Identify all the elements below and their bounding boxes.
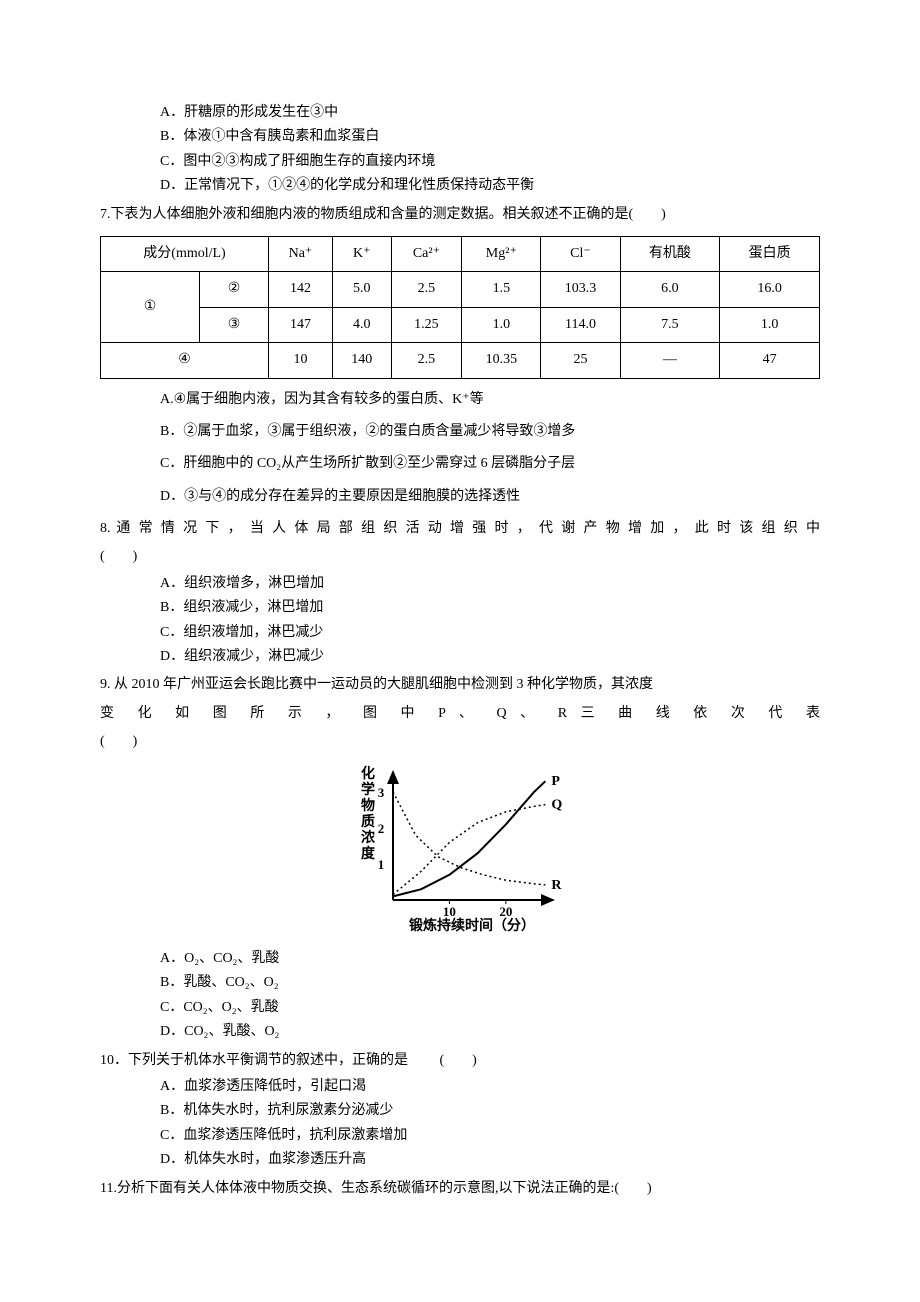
svg-text:物: 物 [361,797,375,814]
q9-chart: 化学物质浓度1 2 3 10 20锻炼持续时间（分） PQ R [100,764,820,942]
table-header: 成分(mmol/L) [101,236,269,271]
q6-option-a: A．肝糖原的形成发生在③中 [100,102,820,124]
cell: 1.25 [391,307,462,342]
cell: 140 [332,343,391,378]
cell: 7.5 [620,307,720,342]
q11-stem: 11.分析下面有关人体体液中物质交换、生态系统碳循环的示意图,以下说法正确的是:… [100,1178,820,1200]
cell: 1.0 [720,307,820,342]
q9-option-a: A．O₂、CO₂、乳酸 [100,948,820,970]
cell: 25 [541,343,620,378]
table-header: Ca²⁺ [391,236,462,271]
cell: 10 [269,343,333,378]
cell: 2.5 [391,272,462,307]
table-header: Na⁺ [269,236,333,271]
q7-option-a: A.④属于细胞内液，因为其含有较多的蛋白质、K⁺等 [100,389,820,411]
svg-text:1: 1 [378,857,385,872]
q10-option-c: C．血浆渗透压降低时，抗利尿激素增加 [100,1125,820,1147]
q10-option-b: B．机体失水时，抗利尿激素分泌减少 [100,1100,820,1122]
q9-option-d: D．CO₂、乳酸、O₂ [100,1021,820,1043]
svg-text:度: 度 [361,845,376,862]
cell: 47 [720,343,820,378]
table-row: ③ 147 4.0 1.25 1.0 114.0 7.5 1.0 [101,307,820,342]
svg-text:化: 化 [361,765,375,782]
table-header: 蛋白质 [720,236,820,271]
cell: 1.5 [462,272,541,307]
q9-option-b: B．乳酸、CO₂、O₂ [100,972,820,994]
svg-text:浓: 浓 [361,829,376,846]
svg-text:质: 质 [361,813,375,830]
q9-option-c: C．CO₂、O₂、乳酸 [100,997,820,1019]
q7-stem: 7.下表为人体细胞外液和细胞内液的物质组成和含量的测定数据。相关叙述不正确的是(… [100,204,820,226]
cell: 147 [269,307,333,342]
cell: 142 [269,272,333,307]
q7-option-d: D．③与④的成分存在差异的主要原因是细胞膜的选择透性 [100,486,820,508]
cell: 4.0 [332,307,391,342]
q10-option-d: D．机体失水时，血浆渗透压升高 [100,1149,820,1171]
table-header: Cl⁻ [541,236,620,271]
q10-option-a: A．血浆渗透压降低时，引起口渴 [100,1076,820,1098]
svg-text:学: 学 [361,781,375,798]
cell: — [620,343,720,378]
q9-stem-line3: ( ) [100,731,820,753]
line-chart-icon: 化学物质浓度1 2 3 10 20锻炼持续时间（分） PQ R [345,764,575,934]
cell: 6.0 [620,272,720,307]
cell: 103.3 [541,272,620,307]
cell: ④ [101,343,269,378]
q8-stem-line2: ( ) [100,546,820,568]
svg-text:20: 20 [499,904,512,919]
cell: ② [200,272,269,307]
q9-stem-line1: 9. 从 2010 年广州亚运会长跑比赛中一运动员的大腿肌细胞中检测到 3 种化… [100,674,820,696]
svg-text:Q: Q [551,797,562,812]
q8-stem-line1: 8. 通 常 情 况 下 ， 当 人 体 局 部 组 织 活 动 增 强 时 ，… [100,518,820,540]
cell: ③ [200,307,269,342]
q7-table: 成分(mmol/L) Na⁺ K⁺ Ca²⁺ Mg²⁺ Cl⁻ 有机酸 蛋白质 … [100,236,820,379]
q6-option-b: B．体液①中含有胰岛素和血浆蛋白 [100,126,820,148]
cell: 2.5 [391,343,462,378]
table-row: 成分(mmol/L) Na⁺ K⁺ Ca²⁺ Mg²⁺ Cl⁻ 有机酸 蛋白质 [101,236,820,271]
table-header: K⁺ [332,236,391,271]
q10-stem: 10．下列关于机体水平衡调节的叙述中，正确的是 ( ) [100,1050,820,1072]
svg-text:2: 2 [378,821,385,836]
table-row: ④ 10 140 2.5 10.35 25 — 47 [101,343,820,378]
svg-text:R: R [551,877,562,892]
cell: 10.35 [462,343,541,378]
q8-option-a: A．组织液增多，淋巴增加 [100,573,820,595]
svg-text:3: 3 [378,785,385,800]
svg-text:锻炼持续时间（分）: 锻炼持续时间（分） [409,917,535,934]
q8-option-b: B．组织液减少，淋巴增加 [100,597,820,619]
table-header: Mg²⁺ [462,236,541,271]
q7-option-b: B．②属于血浆，③属于组织液，②的蛋白质含量减少将导致③增多 [100,421,820,443]
q6-option-c: C．图中②③构成了肝细胞生存的直接内环境 [100,151,820,173]
cell: ① [101,272,200,343]
table-row: ① ② 142 5.0 2.5 1.5 103.3 6.0 16.0 [101,272,820,307]
q8-option-d: D．组织液减少，淋巴减少 [100,646,820,668]
q6-option-d: D．正常情况下，①②④的化学成分和理化性质保持动态平衡 [100,175,820,197]
cell: 1.0 [462,307,541,342]
svg-text:P: P [551,774,560,789]
q9-stem-line2: 变 化 如 图 所 示 ， 图 中 P 、 Q 、 R 三 曲 线 依 次 代 … [100,703,820,725]
cell: 114.0 [541,307,620,342]
cell: 16.0 [720,272,820,307]
q7-option-c: C．肝细胞中的 CO₂从产生场所扩散到②至少需穿过 6 层磷脂分子层 [100,453,820,475]
svg-text:10: 10 [443,904,456,919]
q8-option-c: C．组织液增加，淋巴减少 [100,622,820,644]
cell: 5.0 [332,272,391,307]
table-header: 有机酸 [620,236,720,271]
